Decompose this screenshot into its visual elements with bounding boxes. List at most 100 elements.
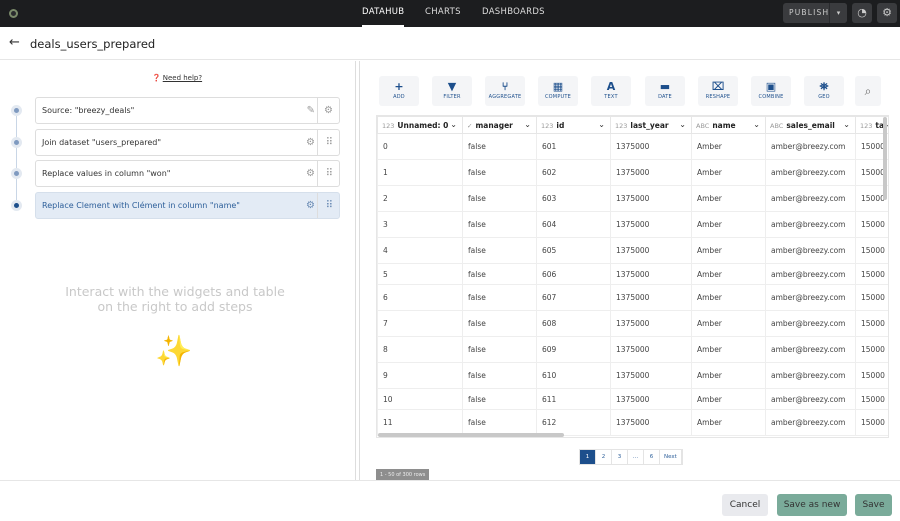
table-cell[interactable]: false <box>462 409 537 436</box>
palette-icon[interactable]: ◔ <box>852 3 872 23</box>
step-replace-won[interactable]: Replace values in column "won" ⚙ ⠿ <box>35 160 340 187</box>
chevron-down-icon[interactable]: ⌄ <box>843 120 850 129</box>
table-cell[interactable]: 1375000 <box>610 133 692 160</box>
chevron-down-icon[interactable]: ⌄ <box>598 120 605 129</box>
table-cell[interactable]: 1375000 <box>610 409 692 436</box>
column-header[interactable]: ✓ manager ⌄ <box>462 116 537 134</box>
table-cell[interactable]: amber@breezy.com <box>765 310 856 337</box>
table-cell[interactable]: 9 <box>377 362 463 389</box>
table-cell[interactable]: 1375000 <box>610 388 692 410</box>
help-text[interactable]: Need help? <box>162 74 203 82</box>
table-cell[interactable]: 604 <box>536 211 611 238</box>
gear-icon[interactable]: ⚙ <box>306 137 315 148</box>
gear-icon[interactable]: ⚙ <box>306 168 315 179</box>
tool-geo[interactable]: ⛯ GEO <box>804 76 844 106</box>
vertical-scrollbar[interactable] <box>883 117 887 200</box>
table-cell[interactable]: Amber <box>691 284 766 311</box>
table-cell[interactable]: 15000 <box>855 263 888 285</box>
page-2[interactable]: 2 <box>596 450 612 464</box>
table-cell[interactable]: false <box>462 263 537 285</box>
table-cell[interactable]: 1375000 <box>610 263 692 285</box>
tool-reshape[interactable]: ⌧ RESHAPE <box>698 76 738 106</box>
table-cell[interactable]: 1375000 <box>610 211 692 238</box>
table-cell[interactable]: amber@breezy.com <box>765 409 856 436</box>
save-button[interactable]: Save <box>855 494 892 516</box>
table-cell[interactable]: false <box>462 159 537 186</box>
table-cell[interactable]: amber@breezy.com <box>765 185 856 212</box>
column-header[interactable]: ABC sales_email ⌄ <box>765 116 856 134</box>
table-cell[interactable]: 609 <box>536 336 611 363</box>
nav-charts[interactable]: CHARTS <box>425 7 461 17</box>
table-cell[interactable]: 1375000 <box>610 284 692 311</box>
table-cell[interactable]: 5 <box>377 263 463 285</box>
table-cell[interactable]: Amber <box>691 211 766 238</box>
table-cell[interactable]: 610 <box>536 362 611 389</box>
table-cell[interactable]: 607 <box>536 284 611 311</box>
tool-date[interactable]: ▬ DATE <box>645 76 685 106</box>
column-header[interactable]: ABC name ⌄ <box>691 116 766 134</box>
table-cell[interactable]: 15000 <box>855 388 888 410</box>
table-cell[interactable]: amber@breezy.com <box>765 263 856 285</box>
table-cell[interactable]: 15000 <box>855 185 888 212</box>
table-cell[interactable]: 8 <box>377 336 463 363</box>
horizontal-scrollbar[interactable] <box>378 433 564 437</box>
table-cell[interactable]: 2 <box>377 185 463 212</box>
search-icon[interactable]: ⌕ <box>855 76 881 106</box>
nav-datahub[interactable]: DATAHUB <box>362 0 405 27</box>
table-cell[interactable]: false <box>462 284 537 311</box>
table-cell[interactable]: 611 <box>536 388 611 410</box>
table-cell[interactable]: 7 <box>377 310 463 337</box>
table-cell[interactable]: Amber <box>691 237 766 264</box>
column-header[interactable]: 123 id ⌄ <box>536 116 611 134</box>
table-cell[interactable]: 1375000 <box>610 185 692 212</box>
table-cell[interactable]: 601 <box>536 133 611 160</box>
table-cell[interactable]: Amber <box>691 409 766 436</box>
gear-icon[interactable]: ⚙ <box>877 3 897 23</box>
table-cell[interactable]: 1 <box>377 159 463 186</box>
tool-combine[interactable]: ▣ COMBINE <box>751 76 791 106</box>
drag-handle-icon[interactable]: ⠿ <box>325 200 333 211</box>
table-cell[interactable]: false <box>462 237 537 264</box>
logo[interactable] <box>9 9 18 18</box>
table-cell[interactable]: 1375000 <box>610 362 692 389</box>
table-cell[interactable]: 6 <box>377 284 463 311</box>
page-6[interactable]: 6 <box>644 450 660 464</box>
cancel-button[interactable]: Cancel <box>722 494 768 516</box>
table-cell[interactable]: false <box>462 211 537 238</box>
table-cell[interactable]: 606 <box>536 263 611 285</box>
table-cell[interactable]: amber@breezy.com <box>765 336 856 363</box>
table-cell[interactable]: false <box>462 185 537 212</box>
table-cell[interactable]: amber@breezy.com <box>765 237 856 264</box>
table-cell[interactable]: Amber <box>691 159 766 186</box>
chevron-down-icon[interactable]: ⌄ <box>524 120 531 129</box>
table-cell[interactable]: 1375000 <box>610 336 692 363</box>
step-join[interactable]: Join dataset "users_prepared" ⚙ ⠿ <box>35 129 340 156</box>
chevron-down-icon[interactable]: ⌄ <box>450 120 457 129</box>
table-cell[interactable]: 603 <box>536 185 611 212</box>
table-cell[interactable]: 612 <box>536 409 611 436</box>
page-1[interactable]: 1 <box>580 450 596 464</box>
table-cell[interactable]: 15000 <box>855 336 888 363</box>
table-cell[interactable]: amber@breezy.com <box>765 133 856 160</box>
tool-filter[interactable]: ▼ FILTER <box>432 76 472 106</box>
table-cell[interactable]: 605 <box>536 237 611 264</box>
table-cell[interactable]: 4 <box>377 237 463 264</box>
column-header[interactable]: 123 last_year ⌄ <box>610 116 692 134</box>
tool-add[interactable]: + ADD <box>379 76 419 106</box>
table-cell[interactable]: 15000 <box>855 310 888 337</box>
table-cell[interactable]: 11 <box>377 409 463 436</box>
table-cell[interactable]: 602 <box>536 159 611 186</box>
table-cell[interactable]: Amber <box>691 310 766 337</box>
tool-text[interactable]: A TEXT <box>591 76 631 106</box>
table-cell[interactable]: 1375000 <box>610 159 692 186</box>
page-next[interactable]: Next <box>660 450 682 464</box>
table-cell[interactable]: false <box>462 310 537 337</box>
chevron-down-icon[interactable]: ⌄ <box>679 120 686 129</box>
table-cell[interactable]: false <box>462 336 537 363</box>
table-cell[interactable]: 3 <box>377 211 463 238</box>
table-cell[interactable]: 15000 <box>855 133 888 160</box>
table-cell[interactable]: amber@breezy.com <box>765 211 856 238</box>
table-cell[interactable]: 15000 <box>855 409 888 436</box>
help-link[interactable]: ❓ Need help? <box>152 74 202 82</box>
